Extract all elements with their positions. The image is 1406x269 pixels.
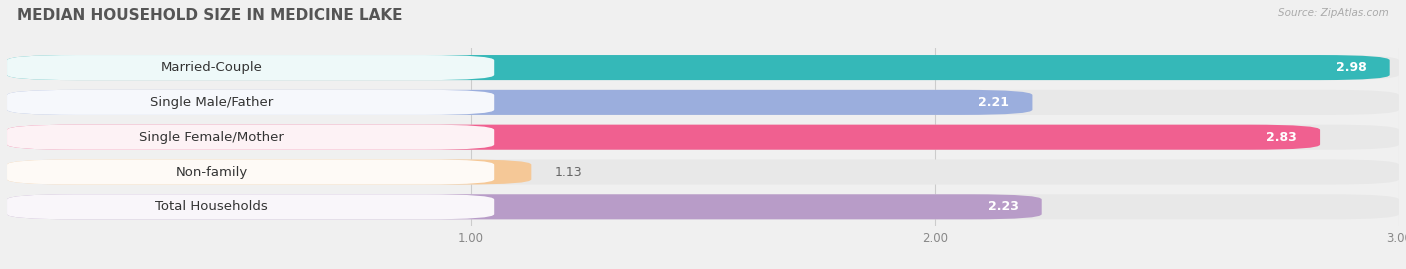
FancyBboxPatch shape xyxy=(7,194,1399,219)
FancyBboxPatch shape xyxy=(7,160,1399,185)
Text: Single Male/Father: Single Male/Father xyxy=(150,96,273,109)
Text: Non-family: Non-family xyxy=(176,165,247,179)
FancyBboxPatch shape xyxy=(7,194,495,219)
Text: 2.83: 2.83 xyxy=(1267,131,1296,144)
FancyBboxPatch shape xyxy=(7,55,1399,80)
FancyBboxPatch shape xyxy=(7,160,531,185)
Text: Single Female/Mother: Single Female/Mother xyxy=(139,131,284,144)
FancyBboxPatch shape xyxy=(7,125,1399,150)
FancyBboxPatch shape xyxy=(7,90,1032,115)
FancyBboxPatch shape xyxy=(7,160,495,185)
FancyBboxPatch shape xyxy=(7,90,495,115)
FancyBboxPatch shape xyxy=(7,55,1389,80)
FancyBboxPatch shape xyxy=(7,55,495,80)
Text: Married-Couple: Married-Couple xyxy=(160,61,263,74)
Text: 2.23: 2.23 xyxy=(987,200,1018,213)
Text: Total Households: Total Households xyxy=(155,200,269,213)
Text: 1.13: 1.13 xyxy=(554,165,582,179)
Text: 2.21: 2.21 xyxy=(979,96,1010,109)
Text: MEDIAN HOUSEHOLD SIZE IN MEDICINE LAKE: MEDIAN HOUSEHOLD SIZE IN MEDICINE LAKE xyxy=(17,8,402,23)
FancyBboxPatch shape xyxy=(7,90,1399,115)
FancyBboxPatch shape xyxy=(7,125,495,150)
FancyBboxPatch shape xyxy=(7,125,1320,150)
FancyBboxPatch shape xyxy=(7,194,1042,219)
Text: 2.98: 2.98 xyxy=(1336,61,1367,74)
Text: Source: ZipAtlas.com: Source: ZipAtlas.com xyxy=(1278,8,1389,18)
